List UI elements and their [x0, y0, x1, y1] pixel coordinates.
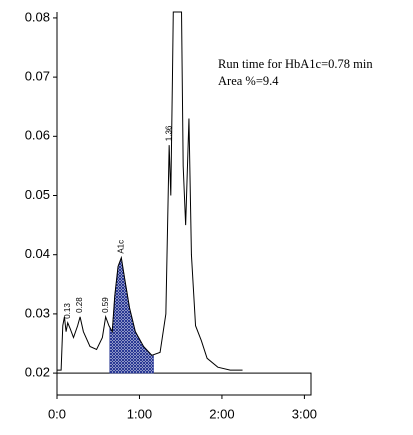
y-tick-label: 0.02	[25, 365, 50, 380]
x-tick-label: 1:00	[127, 406, 152, 421]
peak-label: 0.28	[75, 297, 84, 313]
peak-label: 0.13	[63, 303, 72, 319]
trace	[57, 11, 243, 371]
annotation: Area %=9.4	[218, 74, 279, 88]
peak-label: 1.36	[164, 125, 173, 141]
baseline-box	[56, 372, 312, 396]
y-tick-label: 0.04	[25, 246, 50, 261]
peak-label: A1c	[116, 240, 125, 254]
x-tick-label: 2:00	[209, 406, 234, 421]
y-tick-label: 0.05	[25, 187, 50, 202]
peak-label: 0.59	[101, 297, 110, 313]
y-tick-label: 0.08	[25, 9, 50, 24]
y-tick-label: 0.06	[25, 128, 50, 143]
annotation: Run time for HbA1c=0.78 min	[218, 57, 373, 71]
x-tick-label: 3:00	[292, 406, 317, 421]
y-tick-label: 0.07	[25, 69, 50, 84]
x-tick-label: 0:0	[48, 406, 66, 421]
y-tick-label: 0.03	[25, 305, 50, 320]
